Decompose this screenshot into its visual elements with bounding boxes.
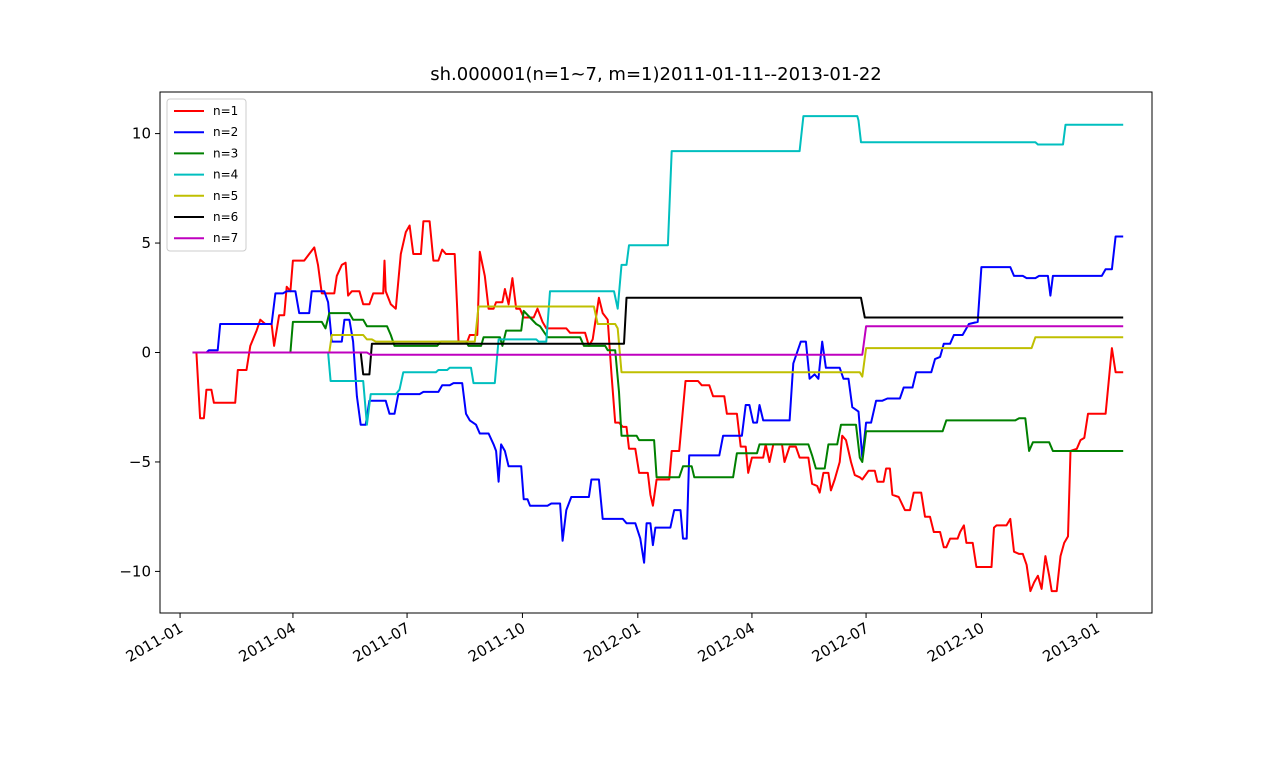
legend-label-n5: n=5 [213,189,238,203]
series-line-n2 [192,235,1124,564]
series-line-n1 [192,220,1124,593]
y-tick-label: −10 [119,562,151,580]
series-line-n4 [192,115,1124,426]
series-line-n3 [192,309,1124,479]
y-tick-label: 0 [141,344,151,362]
series-line-n7 [192,325,1124,356]
series-lines [192,115,1124,593]
legend-label-n6: n=6 [213,210,238,224]
x-tick-label: 2012-10 [924,619,987,666]
y-axis: −10 −5 0 5 10 [119,125,160,580]
y-tick-label: −5 [129,453,151,471]
x-tick-label: 2011-07 [350,619,413,666]
chart-title: sh.000001(n=1~7, m=1)2011-01-11--2013-01… [430,64,881,85]
legend-label-n7: n=7 [213,231,238,245]
legend-box [166,98,247,252]
legend: n=1 n=2 n=3 n=4 n=5 n=6 n=7 [166,98,247,252]
x-tick-label: 2012-01 [581,619,644,666]
x-tick-label: 2012-07 [809,619,872,666]
series-line-n5 [192,305,1124,378]
x-tick-label: 2011-04 [236,619,299,666]
legend-label-n4: n=4 [213,168,238,182]
legend-label-n2: n=2 [213,125,238,139]
x-tick-label: 2011-10 [465,619,528,666]
legend-label-n3: n=3 [213,146,238,160]
series-line-n6 [192,296,1124,376]
y-tick-label: 5 [141,234,151,252]
legend-label-n1: n=1 [213,104,238,118]
x-axis: 2011-01 2011-04 2011-07 2011-10 2012-01 2012-… [123,613,1103,666]
x-tick-label: 2013-01 [1040,619,1103,666]
x-tick-label: 2012-04 [695,619,758,666]
x-tick-label: 2011-01 [123,619,186,666]
y-tick-label: 10 [132,125,151,143]
